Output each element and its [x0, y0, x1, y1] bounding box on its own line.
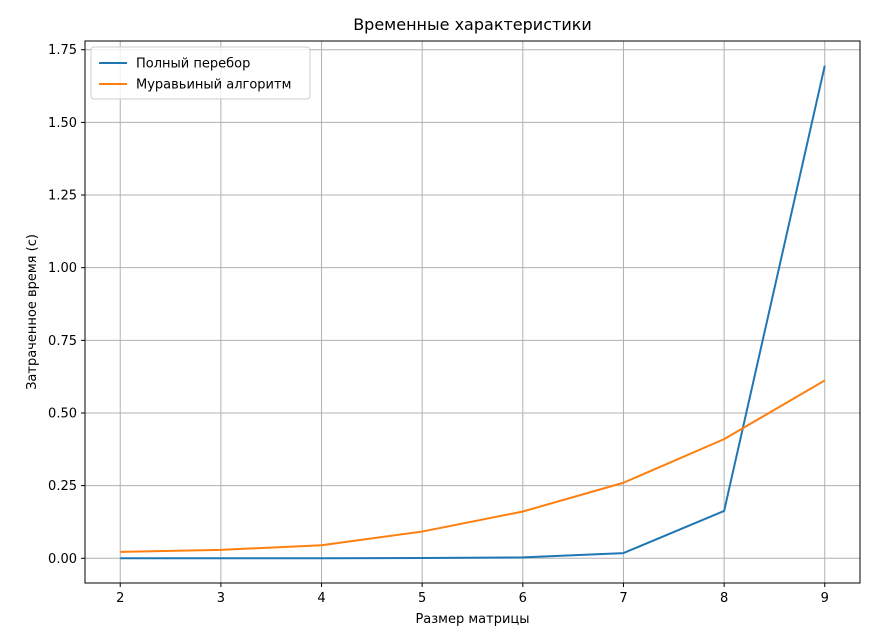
legend-label-2: Муравьиный алгоритм — [136, 78, 291, 93]
y-tick-label: 0.50 — [48, 406, 77, 421]
y-tick-label: 1.25 — [48, 189, 77, 204]
y-tick-label: 1.75 — [48, 43, 77, 58]
legend-label-1: Полный перебор — [136, 57, 250, 72]
series-line-2 — [120, 379, 826, 553]
plot-area-frame — [84, 40, 861, 584]
series-lines — [120, 65, 826, 560]
axis-ticks: 2 3 4 5 6 7 8 9 0.00 0.25 0.50 0.75 1.00 1.25 1.50 1.75 — [48, 43, 829, 606]
x-tick-label: 2 — [116, 591, 124, 606]
x-tick-label: 3 — [217, 591, 225, 606]
y-tick-label: 1.00 — [48, 261, 77, 276]
x-axis-label: Размер матрицы — [415, 612, 529, 627]
legend: Полный перебор Муравьиный алгоритм — [90, 46, 311, 100]
y-tick-label: 1.50 — [48, 116, 77, 131]
y-axis-label: Затраченное время (с) — [25, 234, 40, 390]
chart-title: Временные характеристики — [353, 15, 592, 34]
y-tick-label: 0.75 — [48, 334, 77, 349]
x-tick-label: 5 — [418, 591, 426, 606]
x-tick-label: 6 — [519, 591, 527, 606]
y-tick-label: 0.00 — [48, 552, 77, 567]
legend-box — [90, 46, 311, 100]
x-tick-label: 9 — [821, 591, 829, 606]
x-tick-label: 4 — [317, 591, 325, 606]
y-tick-label: 0.25 — [48, 479, 77, 494]
x-tick-label: 8 — [720, 591, 728, 606]
x-tick-label: 7 — [619, 591, 627, 606]
series-line-1 — [120, 65, 826, 560]
